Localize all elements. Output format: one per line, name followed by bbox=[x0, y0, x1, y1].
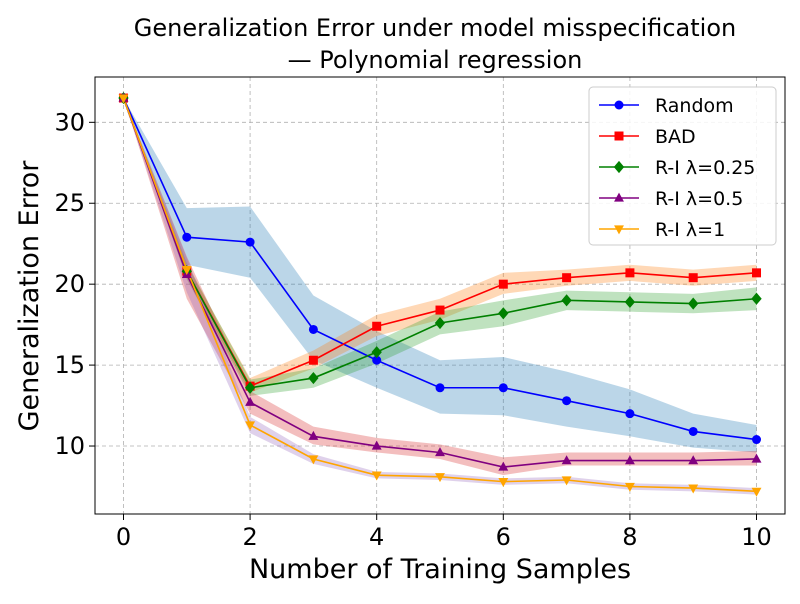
series-4-point bbox=[688, 484, 699, 494]
x-axis-ticks: 0 2 4 6 8 10 bbox=[116, 514, 772, 551]
series-1-point bbox=[625, 268, 635, 278]
y-axis-label: Generalization Error bbox=[14, 160, 45, 432]
series-4-point bbox=[561, 476, 572, 486]
x-tick-label: 0 bbox=[116, 523, 131, 551]
series-2-point bbox=[371, 346, 382, 359]
series-0-point bbox=[182, 232, 192, 242]
series-2-point bbox=[624, 295, 636, 309]
series-0-point bbox=[435, 383, 445, 393]
y-tick-label: 15 bbox=[54, 351, 85, 379]
legend-label: BAD bbox=[655, 126, 696, 148]
series-4-point bbox=[624, 482, 635, 492]
confidence-bands bbox=[123, 98, 757, 495]
series-4-point bbox=[308, 455, 319, 465]
series-0-point bbox=[562, 396, 572, 406]
chart-title: Generalization Error under model misspec… bbox=[134, 14, 736, 42]
series-3-point bbox=[371, 440, 382, 450]
series-1-point bbox=[498, 279, 508, 289]
series-4-point bbox=[118, 94, 129, 104]
x-tick-label: 2 bbox=[242, 523, 257, 551]
series-4-point bbox=[371, 471, 382, 481]
series-2-point bbox=[561, 294, 572, 307]
series-1-point bbox=[562, 273, 572, 283]
y-tick-label: 10 bbox=[54, 432, 85, 460]
legend-marker bbox=[614, 131, 624, 141]
y-tick-label: 30 bbox=[54, 108, 85, 136]
series-0-point bbox=[372, 355, 382, 365]
series-3-point bbox=[308, 430, 319, 440]
series-3-point bbox=[688, 455, 699, 465]
series-3-point bbox=[624, 455, 635, 465]
series-4-point bbox=[435, 473, 445, 483]
series-0-point bbox=[625, 409, 635, 419]
series-3-point bbox=[435, 447, 445, 457]
series-1-point bbox=[752, 268, 762, 278]
x-tick-label: 8 bbox=[622, 523, 637, 551]
series-2-point bbox=[308, 371, 319, 385]
x-tick-label: 6 bbox=[496, 523, 511, 551]
series-4-point bbox=[751, 487, 762, 497]
plot-frame bbox=[94, 76, 786, 515]
x-axis-label: Number of Training Samples bbox=[249, 554, 631, 585]
series-3-point bbox=[498, 461, 509, 471]
series-1-point bbox=[308, 355, 318, 365]
y-axis-ticks: 10 15 20 25 30 bbox=[54, 108, 95, 460]
legend-label: Random bbox=[655, 95, 734, 117]
legend: Random BAD R-I λ=0.25 R-I λ=0.5 R-I λ=1 bbox=[588, 86, 777, 246]
x-tick-label: 4 bbox=[369, 523, 384, 551]
series-0-band bbox=[123, 98, 757, 453]
series-0-point bbox=[752, 435, 762, 445]
series-4-point bbox=[245, 421, 256, 431]
x-tick-label: 10 bbox=[741, 523, 772, 551]
series-0-point bbox=[498, 383, 508, 393]
legend-label: R-I λ=0.5 bbox=[655, 188, 743, 210]
legend-marker bbox=[614, 100, 624, 110]
series-markers bbox=[118, 91, 762, 497]
series-1-point bbox=[435, 305, 445, 315]
series-2-point bbox=[688, 297, 699, 310]
legend-label: R-I λ=1 bbox=[655, 219, 725, 241]
series-1-point bbox=[372, 321, 382, 331]
series-2-point bbox=[498, 307, 509, 320]
series-4-point bbox=[181, 266, 192, 276]
y-tick-label: 20 bbox=[54, 270, 85, 298]
legend-marker bbox=[613, 160, 625, 174]
y-tick-label: 25 bbox=[54, 189, 85, 217]
series-2-point bbox=[434, 316, 446, 330]
series-0-point bbox=[245, 237, 255, 247]
legend-label: R-I λ=0.25 bbox=[655, 157, 755, 179]
series-2-point bbox=[751, 292, 762, 305]
legend-marker bbox=[614, 192, 624, 202]
series-4-point bbox=[498, 478, 509, 488]
series-0-point bbox=[688, 426, 698, 436]
chart-subtitle: — Polynomial regression bbox=[288, 46, 583, 74]
series-0-point bbox=[308, 324, 318, 334]
legend-box bbox=[588, 86, 777, 246]
series-3-point bbox=[245, 396, 256, 406]
series-1-point bbox=[688, 273, 698, 283]
series-3-point bbox=[751, 453, 762, 463]
legend-marker bbox=[614, 225, 624, 235]
series-3-point bbox=[561, 455, 572, 465]
series-2-point bbox=[244, 381, 256, 394]
